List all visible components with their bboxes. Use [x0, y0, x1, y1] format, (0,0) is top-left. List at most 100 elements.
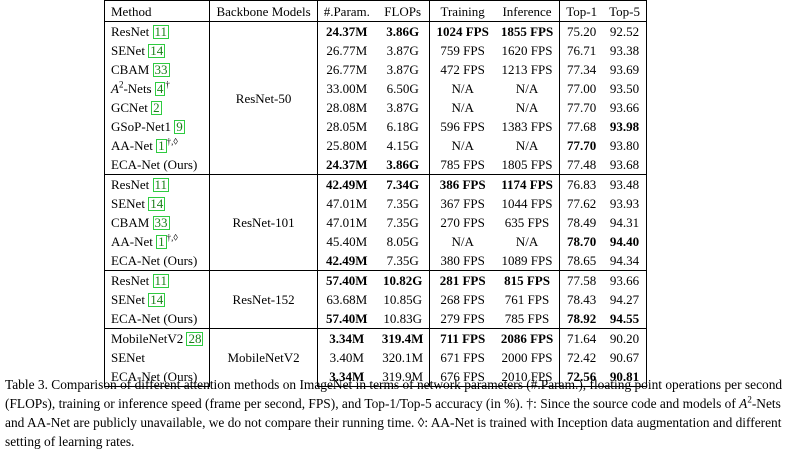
top5-cell: 94.55	[603, 309, 647, 329]
citation: 14	[148, 43, 166, 58]
top1-cell: 75.20	[559, 21, 604, 41]
params-cell: 3.40M	[316, 348, 376, 367]
inference-cell: 1383 FPS	[501, 119, 553, 134]
flops-cell: 3.86G	[386, 157, 420, 172]
header-training: Training	[429, 0, 495, 22]
top1-cell: 78.70	[559, 232, 604, 251]
top1-cell: 77.62	[559, 194, 604, 213]
flops-cell: 7.35G	[386, 215, 419, 230]
training-cell: 596 FPS	[429, 117, 495, 136]
method-cell: ECA-Net (Ours)	[103, 251, 210, 271]
method-cell: A2-Nets 4 †	[103, 79, 210, 98]
method-name: SENet	[111, 292, 145, 307]
backbone-cell: ResNet-50	[209, 21, 318, 175]
inference-cell: 1620 FPS	[501, 43, 553, 58]
table-header-row: Method Backbone Models #.Param. FLOPs Tr…	[103, 0, 647, 22]
top5-cell: 93.50	[603, 79, 647, 98]
flops-cell: 3.87G	[386, 100, 419, 115]
method-name: CBAM	[111, 215, 150, 230]
inference-cell: N/A	[515, 138, 539, 153]
params-cell: 26.77M	[316, 41, 376, 60]
top1-cell: 78.65	[559, 251, 604, 271]
backbone-cell: MobileNetV2	[209, 328, 318, 387]
footnote-mark: †	[165, 79, 170, 90]
inference-cell: 1044 FPS	[501, 196, 553, 211]
flops-cell: 4.15G	[386, 138, 419, 153]
top1-cell: 78.43	[559, 290, 604, 309]
inference-cell: N/A	[515, 234, 539, 249]
params-cell: 28.08M	[316, 98, 376, 117]
method-name: SENet	[111, 43, 145, 58]
method-name: A	[111, 81, 119, 96]
method-name: ResNet	[111, 177, 150, 192]
top5-cell: 94.31	[603, 213, 647, 232]
header-top5: Top-5	[603, 0, 647, 22]
header-backbone: Backbone Models	[209, 0, 318, 22]
training-cell: N/A	[429, 79, 495, 98]
header-method: Method	[103, 0, 210, 22]
training-cell: 785 FPS	[429, 155, 495, 175]
training-cell: 1024 FPS	[429, 21, 495, 41]
method-cell: CBAM 33	[103, 60, 210, 79]
inference-cell: N/A	[515, 81, 539, 96]
training-cell: N/A	[429, 98, 495, 117]
method-name: CBAM	[111, 62, 150, 77]
params-cell: 45.40M	[316, 232, 376, 251]
method-name: AA-Net	[111, 138, 153, 153]
citation: 1	[156, 234, 167, 249]
method-name: ResNet	[111, 273, 150, 288]
flops-cell: 6.18G	[386, 119, 419, 134]
top5-cell: 93.93	[603, 194, 647, 213]
flops-cell: 7.35G	[386, 253, 419, 268]
citation: 14	[148, 196, 166, 211]
table-row: AA-Net 1 †,◊ 25.80M 4.15G N/A N/A 77.70 93.80	[103, 136, 647, 155]
params-cell: 47.01M	[316, 194, 376, 213]
caption-sup: 2	[747, 394, 752, 405]
top1-cell: 71.64	[559, 328, 604, 348]
citation: 11	[152, 273, 170, 288]
inference-cell: 2010 FPS	[494, 367, 560, 387]
training-cell: 472 FPS	[429, 60, 495, 79]
top5-cell: 93.68	[603, 155, 647, 175]
table-row: MobileNetV2 28 MobileNetV2 3.34M 319.4M 711 …	[103, 328, 647, 387]
table-row: GSoP-Net1 9 28.05M 6.18G 596 FPS 1383 FPS 77.…	[103, 117, 647, 136]
flops-cell: 10.83G	[383, 311, 422, 326]
inference-cell: 815 FPS	[494, 270, 560, 290]
params-cell: 3.34M	[316, 328, 376, 348]
training-cell: 380 FPS	[429, 251, 495, 271]
method-name: ECA-Net (Ours)	[111, 311, 198, 326]
table-row: SENet 14 26.77M 3.87G 759 FPS 1620 FPS 76.71 9…	[103, 41, 647, 60]
top5-cell: 90.67	[603, 348, 647, 367]
training-cell: 676 FPS	[429, 367, 495, 387]
flops-cell: 319.9M	[375, 367, 430, 387]
method-name: SENet	[111, 350, 145, 365]
table-row: SENet 3.40M 320.1M 671 FPS 2000 FPS 72.42 90.6…	[103, 348, 647, 367]
table-row: SENet 14 47.01M 7.35G 367 FPS 1044 FPS 77.62 9…	[103, 194, 647, 213]
method-cell: ECA-Net (Ours)	[103, 367, 210, 387]
flops-cell: 10.82G	[375, 270, 430, 290]
backbone-cell: ResNet-152	[209, 270, 318, 329]
method-cell: GSoP-Net1 9	[103, 117, 210, 136]
method-name: AA-Net	[111, 234, 153, 249]
training-cell: 386 FPS	[429, 174, 495, 194]
flops-cell: 3.86G	[375, 21, 430, 41]
flops-cell: 8.05G	[386, 234, 419, 249]
top5-cell: 94.27	[603, 290, 647, 309]
training-cell: 671 FPS	[429, 348, 495, 367]
method-name-suffix: -Nets	[123, 81, 152, 96]
training-cell: 711 FPS	[429, 328, 495, 348]
citation: 28	[186, 331, 204, 346]
table-row: A2-Nets 4 † 33.00M 6.50G N/A N/A 77.00 93.50	[103, 79, 647, 98]
citation: 11	[152, 24, 170, 39]
top5-cell: 92.52	[603, 21, 647, 41]
method-cell: SENet	[103, 348, 210, 367]
method-cell: SENet 14	[103, 194, 210, 213]
top5-cell: 94.34	[603, 251, 647, 271]
flops-cell: 320.1M	[382, 350, 424, 365]
flops-cell: 3.87G	[386, 62, 419, 77]
table-row: ECA-Net (Ours) 42.49M 7.35G 380 FPS 1089 FPS…	[103, 251, 647, 271]
top1-cell: 72.42	[559, 348, 604, 367]
top5-cell: 90.20	[603, 328, 647, 348]
top1-cell: 76.83	[559, 174, 604, 194]
training-cell: 759 FPS	[429, 41, 495, 60]
